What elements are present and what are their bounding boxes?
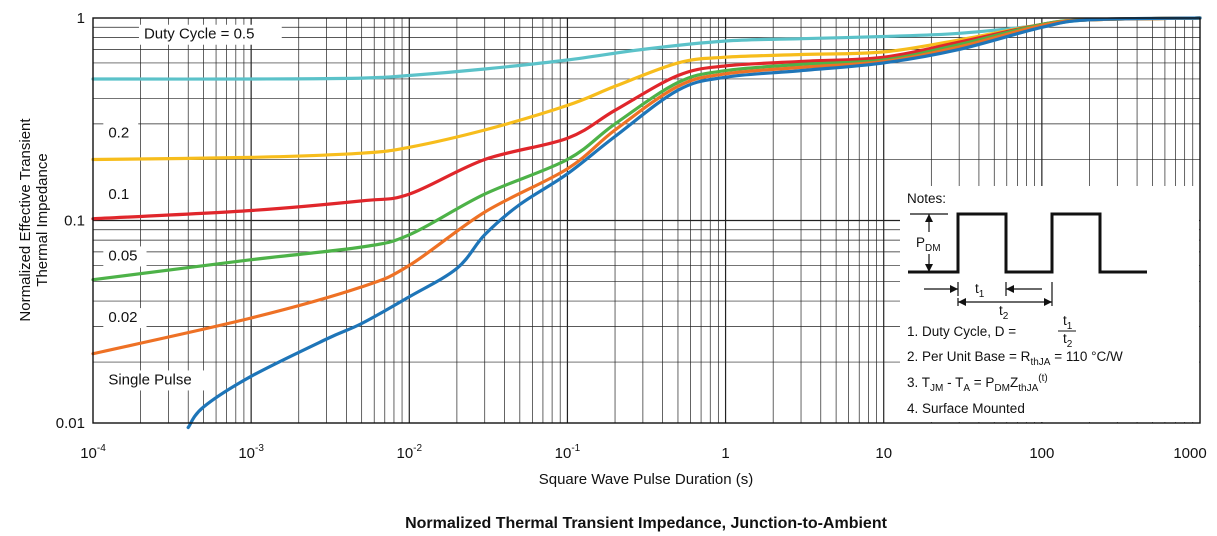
x-tick-label: 10-4	[80, 443, 106, 462]
chart-title: Normalized Thermal Transient Impedance, …	[405, 515, 888, 532]
curve-label: Duty Cycle = 0.5	[144, 26, 254, 43]
x-tick-label: 1000	[1173, 445, 1206, 462]
curve-label-bg	[103, 123, 139, 144]
x-tick-label: 10	[875, 445, 892, 462]
y-axis-label-line2: Thermal Impedance	[34, 153, 51, 286]
note-1-denominator: t2	[1063, 331, 1073, 350]
t2-arrow-right	[1044, 298, 1052, 306]
x-tick-label: 10-1	[555, 443, 581, 462]
curve-label-bg	[103, 308, 147, 329]
note-4: 4. Surface Mounted	[907, 401, 1025, 416]
y-axis-label-line1: Normalized Effective Transient	[17, 118, 34, 322]
note-1: 1. Duty Cycle, D =	[907, 324, 1016, 339]
notes-box: Notes: PDM t1 t2 1. Duty Cycl	[900, 186, 1199, 422]
t2-arrow-left	[958, 298, 966, 306]
y-tick-label: 0.01	[56, 415, 85, 432]
curve-label: 0.1	[108, 186, 129, 203]
curve-label-bg	[103, 370, 213, 391]
curve-labels: Duty Cycle = 0.5 0.2 0.1 0.05 0.02 Single Pul…	[103, 24, 282, 391]
x-tick-labels: 10-4 10-3 10-2 10-1 1 10 100 1000	[80, 443, 1206, 462]
curve-label: 0.02	[108, 309, 137, 326]
x-tick-label: 10-2	[396, 443, 422, 462]
data-series	[91, 16, 1202, 430]
t1-arrow-left	[950, 285, 958, 293]
x-axis-label: Square Wave Pulse Duration (s)	[539, 471, 754, 488]
notes-background	[900, 186, 1199, 422]
curve-label-bg	[103, 246, 147, 267]
series-line-4	[91, 16, 1202, 356]
curve-label-bg	[103, 184, 139, 205]
t2-label: t2	[999, 303, 1009, 322]
curve-label: 0.05	[108, 247, 137, 264]
y-tick-label: 1	[77, 10, 85, 27]
x-tick-label: 1	[721, 445, 729, 462]
curve-label: Single Pulse	[108, 371, 191, 388]
x-tick-label: 10-3	[238, 443, 264, 462]
t1-arrow-right	[1006, 285, 1014, 293]
note-3: 3. TJM - TA = PDMZthJA(t)	[907, 373, 1048, 394]
pdm-arrow-down	[925, 264, 933, 272]
grid-lines	[93, 18, 1200, 423]
y-tick-labels: 1 0.1 0.01	[56, 10, 85, 432]
plot-frame	[92, 17, 1201, 424]
pdm-label: PDM	[916, 235, 941, 254]
note-1-numerator: t1	[1063, 313, 1073, 332]
pdm-arrow-up	[925, 214, 933, 222]
t1-label: t1	[975, 281, 985, 300]
curve-label-bg	[138, 24, 282, 45]
notes-heading: Notes:	[907, 191, 946, 206]
x-tick-label: 100	[1029, 445, 1054, 462]
curve-label: 0.2	[108, 124, 129, 141]
pulse-waveform	[908, 212, 1147, 274]
note-2: 2. Per Unit Base = RthJA = 110 °C/W	[907, 349, 1123, 368]
series-line-5	[186, 16, 1202, 430]
y-tick-label: 0.1	[64, 213, 85, 230]
